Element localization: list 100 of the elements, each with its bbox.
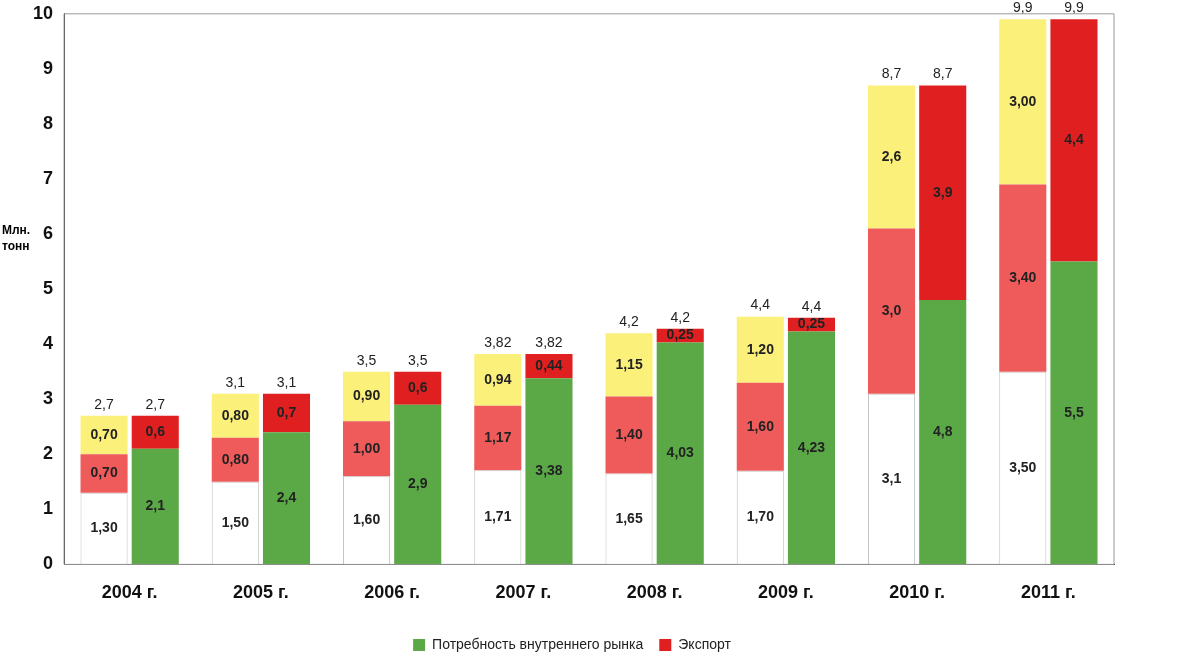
- data-label: 1,60: [352, 511, 381, 528]
- data-label: 0,7: [276, 403, 297, 420]
- data-label: 0,94: [484, 370, 512, 387]
- text: 8,7: [932, 65, 953, 82]
- bar: [867, 85, 916, 229]
- legend-label: Потребность внутреннего рынка: [432, 635, 644, 652]
- text: 4,4: [801, 297, 822, 314]
- bar: [343, 371, 391, 422]
- data-label: 1,00: [352, 439, 381, 456]
- data-label: 0,80: [221, 406, 250, 423]
- text: 3,5: [408, 351, 428, 368]
- data-label: 0,70: [90, 464, 118, 481]
- text: 8,7: [881, 65, 902, 82]
- bar: [1050, 261, 1098, 565]
- data-label: 3,0: [881, 301, 902, 318]
- y-tick-label: 8: [43, 112, 54, 133]
- bar: [262, 432, 311, 565]
- data-label: 5,5: [1064, 403, 1084, 420]
- data-label: 4,8: [932, 423, 953, 440]
- data-label: 4,4: [1064, 131, 1084, 148]
- text: 3,1: [276, 373, 297, 390]
- data-label: 2,9: [408, 475, 428, 492]
- x-tick-label: 2011 г.: [1021, 582, 1076, 603]
- data-label: 3,00: [1009, 92, 1037, 109]
- data-label: 1,60: [746, 417, 775, 434]
- data-label: 1,50: [221, 513, 250, 530]
- bar: [999, 19, 1047, 185]
- text: 9,9: [1064, 0, 1084, 16]
- y-tick-label: 6: [43, 223, 54, 244]
- bar: [211, 393, 259, 438]
- data-label: 4,03: [666, 444, 695, 461]
- bar: [394, 404, 442, 565]
- bar: [211, 437, 259, 482]
- data-label: 1,17: [484, 428, 512, 445]
- legend-label: Экспорт: [678, 635, 732, 652]
- bar: [131, 415, 179, 449]
- x-tick-label: 2004 г.: [101, 582, 158, 603]
- x-tick-label: 2007 г.: [495, 582, 552, 603]
- text: 3,82: [484, 333, 512, 350]
- text: 4,2: [670, 308, 690, 325]
- bar: [736, 316, 784, 383]
- text: 4,2: [619, 313, 639, 330]
- data-label: 3,40: [1009, 268, 1037, 285]
- x-tick-label: 2008 г.: [626, 582, 683, 603]
- bar: [919, 300, 967, 565]
- data-label: 0,44: [535, 357, 563, 374]
- data-label: 3,38: [535, 462, 563, 479]
- data-label: 2,4: [276, 489, 297, 506]
- data-label: 0,25: [666, 326, 695, 343]
- bar: [474, 354, 522, 406]
- bar: [605, 333, 653, 397]
- bar: [343, 421, 391, 477]
- text: 2,7: [145, 395, 165, 412]
- data-label: 0,80: [221, 450, 250, 467]
- bar: [867, 228, 916, 394]
- text: 4,4: [750, 296, 771, 313]
- bar: [999, 184, 1047, 372]
- bar: [656, 342, 704, 565]
- y-tick-label: 3: [43, 388, 54, 409]
- bar: [787, 331, 836, 565]
- data-label: 1,40: [615, 425, 643, 442]
- x-tick-label: 2010 г.: [889, 582, 945, 603]
- data-label: 1,65: [615, 509, 643, 526]
- data-label: 2,6: [881, 147, 902, 164]
- bar: [474, 405, 522, 471]
- bar: [525, 378, 573, 565]
- data-label: 0,6: [408, 379, 428, 396]
- data-label: 4,23: [797, 438, 826, 455]
- bar: [394, 371, 442, 405]
- y-tick-label: 1: [43, 498, 54, 519]
- bar: [736, 382, 784, 471]
- text: 3,82: [535, 333, 563, 350]
- data-label: 0,6: [145, 423, 166, 440]
- data-label: 1,20: [746, 340, 775, 357]
- x-tick-label: 2006 г.: [364, 582, 421, 603]
- x-tick-label: 2009 г.: [758, 582, 814, 603]
- y-tick-label: 0: [43, 553, 54, 574]
- data-label: 1,70: [746, 508, 775, 525]
- data-label: 2,1: [145, 497, 166, 514]
- text: 3,5: [356, 351, 377, 368]
- y-tick-label: 7: [43, 167, 54, 188]
- data-label: 1,71: [484, 508, 512, 525]
- bar: [131, 448, 179, 565]
- data-label: 1,30: [90, 519, 118, 536]
- y-axis-title: Млн. тонн: [2, 223, 31, 253]
- data-label: 3,50: [1009, 458, 1037, 475]
- bar: [919, 85, 967, 301]
- bar: [80, 454, 128, 493]
- text: 9,9: [1013, 0, 1033, 16]
- data-label: 3,1: [881, 469, 902, 486]
- y-tick-label: 9: [43, 57, 54, 78]
- y-tick-label: 5: [43, 278, 54, 299]
- bar: [605, 396, 653, 474]
- data-label: 3,9: [932, 183, 953, 200]
- text: 2,7: [94, 395, 114, 412]
- data-label: 0,25: [797, 315, 826, 332]
- data-label: 0,90: [352, 387, 381, 404]
- bar: [262, 393, 311, 433]
- text: 3,1: [225, 373, 246, 390]
- y-tick-label: 10: [32, 2, 54, 23]
